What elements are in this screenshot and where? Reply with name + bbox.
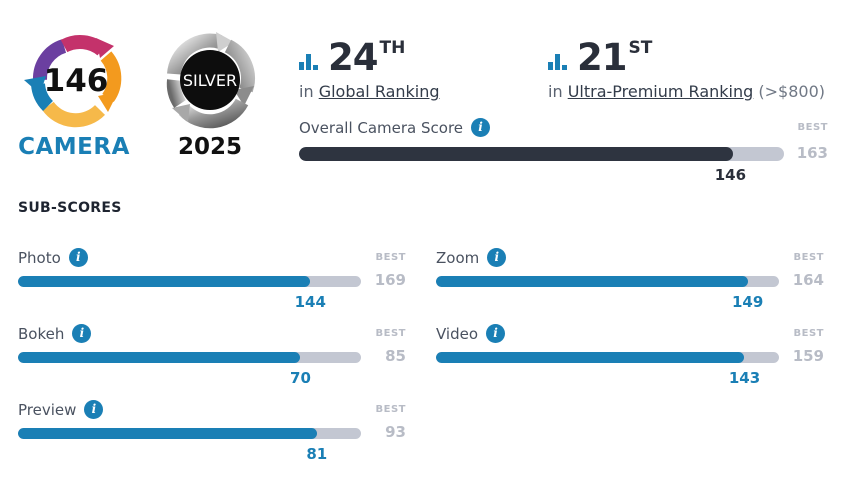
badge-year: 2025 (177, 134, 242, 160)
info-icon[interactable]: i (487, 248, 507, 267)
zoom-best-label: BEST (793, 252, 824, 263)
preview-score-bar (18, 428, 361, 439)
video-score-value: 143 (728, 369, 761, 387)
global-rank-suffix: TH (379, 38, 406, 58)
price-range-note: (>$800) (758, 82, 825, 101)
zoom-label: Zoom (436, 248, 480, 267)
overall-best-label: BEST (797, 122, 828, 133)
overall-score-fill (299, 147, 734, 161)
preview-score-value: 81 (306, 445, 328, 463)
camera-score-value: 146 (44, 63, 109, 99)
overall-score-bar (299, 147, 784, 161)
bokeh-score-fill (18, 352, 301, 363)
camera-label: CAMERA (18, 134, 130, 160)
photo-score-bar (18, 276, 361, 287)
ultra-premium-ranking: 21 ST in Ultra-Premium Ranking (>$800) (548, 38, 825, 101)
video-label: Video (436, 324, 479, 343)
overall-score-value: 146 (714, 166, 747, 184)
info-icon[interactable]: i (68, 248, 88, 267)
video-best-label: BEST (793, 328, 824, 339)
ultra-premium-rank-prefix: in (548, 82, 563, 101)
zoom-score-bar (436, 276, 779, 287)
ultra-premium-rank-suffix: ST (628, 38, 653, 58)
badge-label: SILVER (183, 71, 237, 90)
info-icon[interactable]: i (486, 324, 506, 343)
overall-score-label-row: Overall Camera Score i (299, 118, 491, 137)
info-icon[interactable]: i (471, 118, 491, 137)
photo-label: Photo (18, 248, 61, 267)
overall-best-value: 163 (796, 144, 828, 162)
video-best-value: 159 (792, 347, 824, 365)
global-ranking-link[interactable]: Global Ranking (318, 82, 440, 101)
bokeh-score-value: 70 (290, 369, 311, 387)
bokeh-label: Bokeh (18, 324, 65, 343)
photo-label-row: Photo i (18, 248, 88, 267)
preview-label: Preview (18, 400, 77, 419)
preview-best-value: 93 (385, 423, 406, 441)
preview-label-row: Preview i (18, 400, 104, 419)
preview-score-fill (18, 428, 317, 439)
zoom-label-row: Zoom i (436, 248, 507, 267)
preview-best-label: BEST (375, 404, 406, 415)
bar-chart-icon (548, 52, 568, 74)
photo-score-value: 144 (294, 293, 326, 311)
photo-best-value: 169 (374, 271, 406, 289)
silver-badge: SILVER (158, 28, 262, 132)
info-icon[interactable]: i (84, 400, 104, 419)
camera-score-logo: 146 (18, 28, 130, 132)
bokeh-label-row: Bokeh i (18, 324, 92, 343)
ultra-premium-ranking-link[interactable]: Ultra-Premium Ranking (567, 82, 754, 101)
global-ranking: 24 TH in Global Ranking (299, 38, 440, 101)
zoom-best-value: 164 (792, 271, 824, 289)
bar-chart-icon (299, 52, 319, 74)
video-label-row: Video i (436, 324, 506, 343)
photo-score-fill (18, 276, 311, 287)
global-rank-prefix: in (299, 82, 314, 101)
zoom-score-fill (436, 276, 748, 287)
global-rank-number: 24 (328, 36, 378, 79)
info-icon[interactable]: i (72, 324, 92, 343)
zoom-score-value: 149 (731, 293, 764, 311)
bokeh-best-label: BEST (375, 328, 406, 339)
overall-score-label: Overall Camera Score (299, 118, 464, 137)
subscores-heading: SUB-SCORES (18, 200, 122, 216)
video-score-fill (436, 352, 745, 363)
bokeh-best-value: 85 (385, 347, 406, 365)
bokeh-score-bar (18, 352, 361, 363)
video-score-bar (436, 352, 779, 363)
photo-best-label: BEST (375, 252, 406, 263)
ultra-premium-rank-number: 21 (577, 36, 627, 79)
